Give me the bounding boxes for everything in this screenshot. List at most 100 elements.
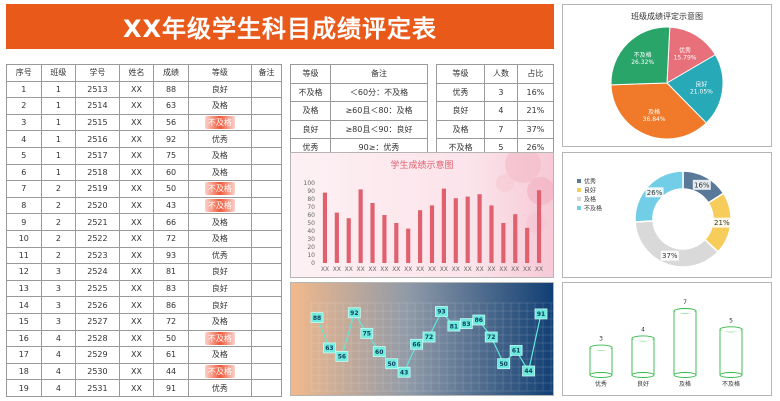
- table-cell: XX: [118, 279, 155, 298]
- cylinder-base: [589, 372, 613, 378]
- table-cell: XX: [118, 229, 155, 248]
- table-cell: 及格: [290, 101, 331, 121]
- table-cell: [251, 246, 282, 265]
- table-cell: 4: [40, 346, 77, 364]
- table-cell: 2517: [75, 146, 120, 165]
- table-cell: [251, 346, 282, 364]
- table-cell: 7: [484, 119, 518, 139]
- table-cell: [251, 130, 282, 148]
- table-cell: 2521: [75, 213, 120, 231]
- table-cell: 4: [40, 362, 77, 381]
- table-cell: [251, 163, 282, 182]
- table-cell: XX: [118, 97, 155, 115]
- x-tick-label: XX: [535, 266, 543, 273]
- table-row: 及格 ≥60且＜80：及格: [290, 101, 428, 121]
- table-cell: 88: [153, 80, 189, 99]
- label-box: [692, 179, 711, 190]
- fail-badge: 不及格: [204, 116, 235, 130]
- table-cell: ＜60分：不及格: [330, 82, 428, 102]
- data-label: 72: [425, 334, 433, 341]
- cylinder-body: [673, 310, 697, 376]
- bar: [370, 203, 375, 263]
- y-tick-label: 40: [307, 228, 315, 235]
- data-label: 60: [375, 349, 383, 356]
- x-tick-label: XX: [523, 266, 531, 273]
- table-cell: 2: [40, 180, 77, 198]
- table-cell: 1: [40, 130, 77, 148]
- table-cell: ≥60且＜80：及格: [330, 101, 428, 121]
- table-cell: 92: [153, 130, 189, 148]
- table-cell: XX: [118, 346, 155, 364]
- table-cell: 不及格: [187, 180, 253, 198]
- line-marker: [385, 358, 399, 370]
- slice-value: 15.79%: [674, 54, 697, 61]
- legend-label: 及格: [584, 196, 596, 204]
- table-cell: 良好: [187, 80, 253, 99]
- table-row: 19 4 2531 XX 91 优秀: [6, 379, 282, 397]
- table-cell: 4: [484, 101, 518, 121]
- table-cell: 12: [6, 263, 42, 281]
- table-cell: 2530: [75, 362, 120, 381]
- bar: [322, 192, 328, 263]
- data-label: 83: [462, 321, 470, 328]
- y-tick-label: 90: [307, 188, 315, 195]
- table-cell: [251, 329, 282, 348]
- y-tick-label: 10: [307, 252, 315, 259]
- table-cell: 3: [484, 82, 518, 102]
- data-label: 81: [450, 323, 458, 330]
- table-cell: [251, 213, 282, 231]
- table-row: 4 1 2516 XX 92 优秀: [6, 130, 282, 148]
- table-cell: 2: [40, 213, 77, 231]
- table-row: 18 4 2530 XX 44 不及格: [6, 362, 282, 381]
- table-cell: 1: [6, 80, 42, 99]
- table-row: 7 2 2519 XX 50 不及格: [6, 180, 282, 198]
- table-header-row: 序号 班级 学号 姓名 成绩 等级 备注: [6, 64, 282, 82]
- table-cell: 86: [153, 296, 189, 314]
- table-cell: 61: [153, 346, 189, 364]
- table-cell: [251, 263, 282, 281]
- pie-chart-title: 班级成绩评定示意图: [631, 11, 703, 21]
- table-cell: 83: [153, 279, 189, 298]
- bar-chart-panel: 学生成绩示意图 0 10 20 30 40 50 60 70 80 90 100 XX XX XX XX X…: [290, 152, 554, 278]
- table-cell: 4: [40, 379, 77, 397]
- data-label: 66: [412, 341, 420, 348]
- table-cell: 3: [40, 263, 77, 281]
- table-cell: 优秀: [187, 246, 253, 265]
- label-box: [645, 187, 664, 198]
- table-cell: 17: [6, 346, 42, 364]
- x-tick-label: 良好: [637, 380, 649, 388]
- slice-label: 优秀: [679, 46, 691, 54]
- table-cell: 50: [153, 329, 189, 348]
- table-cell: XX: [118, 130, 155, 148]
- line-marker: [447, 320, 461, 332]
- line-marker: [310, 312, 324, 323]
- table-cell: XX: [118, 246, 155, 265]
- table-cell: 优秀: [187, 130, 253, 148]
- y-tick-label: 20: [307, 244, 315, 251]
- data-label: 63: [325, 345, 333, 352]
- column-header: 占比: [516, 64, 555, 84]
- x-tick-label: XX: [380, 266, 388, 273]
- table-cell: 63: [153, 97, 189, 115]
- table-cell: 及格: [187, 97, 253, 115]
- table-cell: 21%: [516, 101, 555, 121]
- line-marker: [459, 318, 473, 330]
- slice-label: 不及格: [634, 51, 652, 59]
- line-marker: [534, 308, 548, 320]
- table-cell: 1: [40, 146, 77, 165]
- cylinder-body: [589, 347, 613, 376]
- student-score-line-chart: 88 63 56 92 75 60 50 43 66 72 93 81 83 86 72 50 61 44 91: [291, 283, 553, 395]
- y-tick-label: 30: [307, 236, 315, 243]
- table-cell: [251, 146, 282, 165]
- table-cell: 13: [6, 279, 42, 298]
- bar: [394, 223, 399, 263]
- cylinder-top-cover: [632, 339, 654, 341]
- legend-label: 良好: [584, 187, 596, 195]
- table-row: 10 2 2522 XX 72 及格: [6, 229, 282, 248]
- table-cell: XX: [118, 196, 155, 215]
- column-header: 等级: [435, 64, 486, 84]
- line-marker: [435, 306, 448, 317]
- table-cell: 72: [153, 229, 189, 248]
